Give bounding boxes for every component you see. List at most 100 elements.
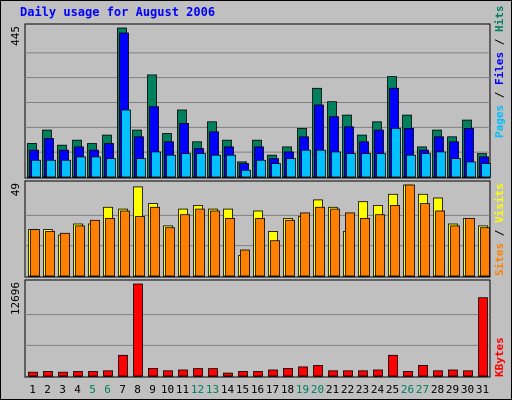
x-tick-label-day-4: 4 (74, 383, 81, 396)
bar-sites-day-3 (60, 232, 70, 277)
bar-sites-day-4 (75, 225, 85, 277)
bar-sites-day-29 (450, 225, 460, 277)
bar-kbytes-day-12 (193, 368, 203, 377)
bar-pages-day-27 (421, 153, 431, 178)
bar-kbytes-day-10 (163, 370, 173, 377)
bar-kbytes-day-19 (298, 366, 308, 377)
bar-sites-day-5 (90, 219, 100, 277)
chart-title: Daily usage for August 2006 (20, 5, 215, 19)
legend-entry-files: Files (493, 52, 506, 85)
x-tick-label-day-13: 13 (206, 383, 219, 396)
bar-pages-day-16 (256, 159, 266, 178)
bar-kbytes-day-17 (268, 369, 278, 377)
x-tick-label-day-5: 5 (89, 383, 96, 396)
bar-kbytes-day-13 (208, 368, 218, 377)
legend-entry-separator: / (493, 32, 506, 52)
bar-pages-day-10 (166, 154, 176, 178)
bar-kbytes-day-26 (403, 371, 413, 377)
bar-pages-day-25 (391, 127, 401, 178)
bar-pages-day-31 (481, 163, 491, 178)
legend-entry-separator: / (493, 223, 506, 243)
bar-pages-day-19 (301, 149, 311, 178)
x-tick-label-day-8: 8 (134, 383, 141, 396)
bar-pages-day-20 (316, 149, 326, 178)
bar-pages-day-29 (451, 158, 461, 178)
panel-hits-files-pages: 445 Pages / Files / Hits (9, 6, 506, 179)
x-tick-label-day-29: 29 (446, 383, 459, 396)
bar-pages-day-7 (121, 109, 131, 178)
y-max-label: 49 (9, 183, 22, 196)
panel-visits-sites: 49 Sites / Visits (9, 180, 506, 278)
bar-kbytes-day-21 (328, 370, 338, 377)
x-tick-label-day-15: 15 (236, 383, 249, 396)
bar-pages-day-23 (361, 153, 371, 178)
x-tick-label-day-23: 23 (356, 383, 369, 396)
legend-entry-kbytes: KBytes (493, 337, 506, 377)
bar-sites-day-8 (135, 216, 145, 277)
bar-pages-day-1 (31, 159, 41, 178)
legend-visits-sites: Sites / Visits (493, 183, 506, 276)
bar-pages-day-13 (211, 154, 221, 178)
bar-kbytes-day-7 (118, 354, 128, 377)
bar-pages-day-3 (61, 159, 71, 178)
x-tick-label-day-9: 9 (149, 383, 156, 396)
bar-kbytes-day-22 (343, 370, 353, 377)
bar-sites-day-17 (270, 240, 280, 277)
bar-kbytes-day-14 (223, 372, 233, 377)
x-tick-label-day-1: 1 (29, 383, 36, 396)
legend-hits-files-pages: Pages / Files / Hits (493, 6, 506, 139)
bar-pages-day-18 (286, 158, 296, 178)
bar-kbytes-day-31 (478, 297, 488, 377)
bar-kbytes-day-18 (283, 367, 293, 377)
bar-sites-day-30 (465, 217, 475, 277)
bar-kbytes-day-28 (433, 370, 443, 377)
bar-kbytes-day-5 (88, 371, 98, 377)
bar-kbytes-day-2 (43, 371, 53, 377)
x-tick-label-day-7: 7 (119, 383, 126, 396)
legend-kbytes: KBytes (493, 337, 506, 377)
bar-pages-day-14 (226, 154, 236, 178)
bar-pages-day-28 (436, 151, 446, 178)
bar-pages-day-11 (181, 153, 191, 178)
legend-entry-hits: Hits (493, 6, 506, 33)
bar-kbytes-day-29 (448, 369, 458, 377)
bar-kbytes-day-3 (58, 371, 68, 377)
x-tick-label-day-28: 28 (431, 383, 444, 396)
chart-panels: 445 Pages / Files / Hits 49 Sites / Visits 1… (9, 6, 506, 378)
bar-kbytes-day-24 (373, 369, 383, 377)
bar-sites-day-15 (240, 249, 250, 277)
x-tick-label-day-3: 3 (59, 383, 66, 396)
y-max-label: 12696 (9, 282, 22, 315)
legend-entry-sites: Sites (493, 243, 506, 276)
bar-pages-day-9 (151, 151, 161, 178)
x-tick-label-day-18: 18 (281, 383, 294, 396)
x-tick-label-day-19: 19 (296, 383, 309, 396)
bar-kbytes-day-16 (253, 371, 263, 377)
x-tick-label-day-17: 17 (266, 383, 279, 396)
bar-sites-day-28 (435, 210, 445, 277)
bar-pages-day-30 (466, 161, 476, 178)
bar-sites-day-14 (225, 217, 235, 277)
x-tick-label-day-16: 16 (251, 383, 264, 396)
bar-pages-day-4 (76, 156, 86, 178)
x-tick-label-day-6: 6 (104, 383, 111, 396)
bar-sites-day-26 (405, 184, 415, 277)
legend-entry-pages: Pages (493, 105, 506, 138)
x-tick-label-day-24: 24 (371, 383, 385, 396)
bar-sites-day-21 (330, 208, 340, 277)
panel-kbytes: 12696 KBytes (9, 279, 506, 378)
bar-kbytes-day-11 (178, 369, 188, 377)
bar-sites-day-16 (255, 217, 265, 277)
x-tick-label-day-31: 31 (476, 383, 489, 396)
x-tick-label-day-27: 27 (416, 383, 429, 396)
bar-pages-day-15 (241, 169, 251, 178)
x-tick-label-day-30: 30 (461, 383, 474, 396)
x-tick-label-day-22: 22 (341, 383, 354, 396)
bar-sites-day-20 (315, 206, 325, 277)
bar-pages-day-22 (346, 153, 356, 178)
bar-sites-day-13 (210, 210, 220, 277)
y-max-label: 445 (9, 26, 22, 46)
bar-sites-day-6 (105, 217, 115, 277)
plot-area (24, 279, 491, 378)
bar-pages-day-6 (106, 158, 116, 178)
